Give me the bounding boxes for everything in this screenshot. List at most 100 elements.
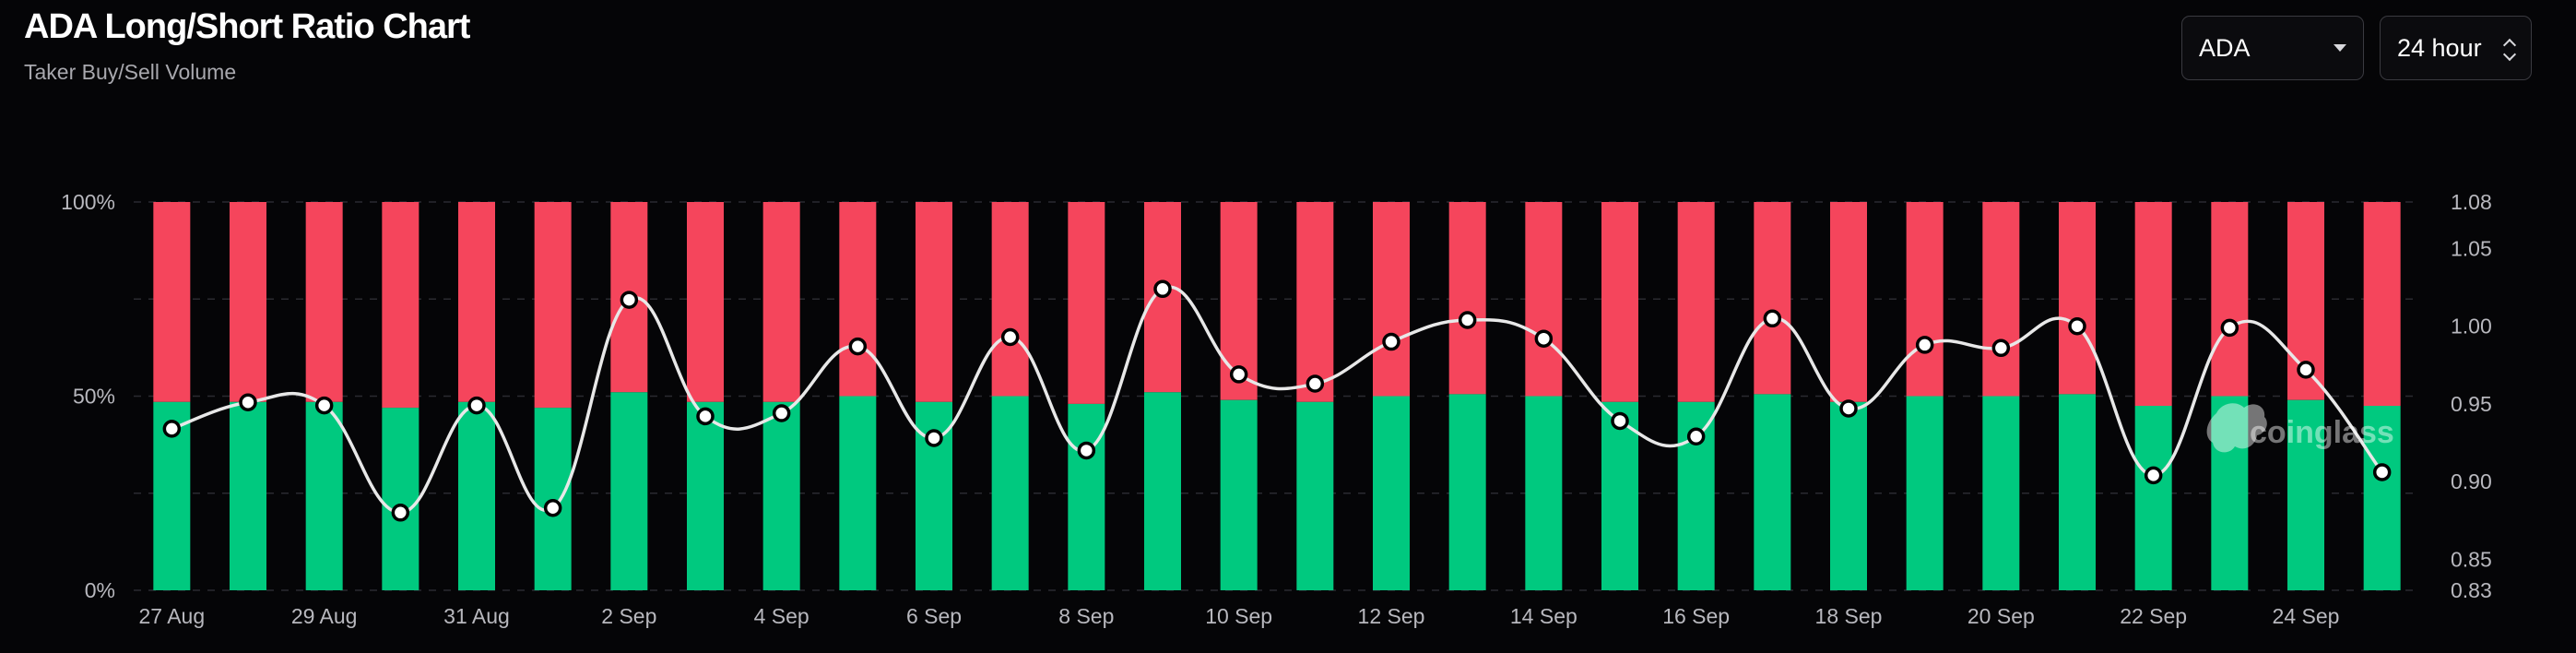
long-volume-bar[interactable] xyxy=(839,396,877,591)
ratio-point[interactable] xyxy=(620,291,639,309)
short-volume-bar[interactable] xyxy=(1601,202,1638,402)
short-volume-bar[interactable] xyxy=(1296,202,1334,402)
ratio-point[interactable] xyxy=(467,396,486,415)
ratio-point[interactable] xyxy=(1382,332,1400,351)
long-volume-bar[interactable] xyxy=(1601,401,1638,590)
short-volume-bar[interactable] xyxy=(916,202,952,402)
ratio-point[interactable] xyxy=(1077,441,1096,460)
long-volume-bar[interactable] xyxy=(1448,394,1486,590)
short-volume-bar[interactable] xyxy=(153,202,191,402)
long-volume-bar[interactable] xyxy=(1525,396,1563,591)
long-volume-bar[interactable] xyxy=(2211,396,2249,591)
interval-select[interactable]: 24 hour xyxy=(2380,16,2532,80)
ratio-point[interactable] xyxy=(1229,365,1248,384)
ratio-point[interactable] xyxy=(1458,311,1477,329)
long-volume-bar[interactable] xyxy=(2363,406,2401,590)
long-volume-bar[interactable] xyxy=(1144,392,1181,590)
ratio-point[interactable] xyxy=(1763,309,1782,328)
long-volume-bar[interactable] xyxy=(2287,399,2324,590)
grid-lines xyxy=(134,201,2420,591)
ratio-point[interactable] xyxy=(543,498,562,517)
short-volume-bar[interactable] xyxy=(991,202,1029,397)
short-volume-bar[interactable] xyxy=(1068,202,1105,404)
ratio-point[interactable] xyxy=(1000,327,1020,347)
long-volume-bar[interactable] xyxy=(762,401,800,590)
ratio-point[interactable] xyxy=(1306,374,1325,393)
y-left-tick-label: 100% xyxy=(61,190,115,214)
short-volume-bar[interactable] xyxy=(839,202,877,397)
short-volume-bar[interactable] xyxy=(2363,202,2401,407)
chart-header: ADA Long/Short Ratio Chart Taker Buy/Sel… xyxy=(24,7,470,85)
long-volume-bar[interactable] xyxy=(1068,403,1105,590)
ratio-point[interactable] xyxy=(1534,329,1554,348)
short-volume-bar[interactable] xyxy=(762,202,800,402)
long-volume-bar[interactable] xyxy=(1982,396,2020,591)
x-tick-label: 14 Sep xyxy=(1510,604,1578,628)
long-volume-bar[interactable] xyxy=(991,396,1029,591)
long-volume-bar[interactable] xyxy=(1754,394,1791,590)
long-volume-bar[interactable] xyxy=(230,401,266,590)
long-volume-bar[interactable] xyxy=(687,401,724,590)
ratio-point[interactable] xyxy=(162,420,182,438)
short-volume-bar[interactable] xyxy=(1830,202,1867,402)
ratio-point[interactable] xyxy=(1839,399,1858,418)
x-tick-label: 27 Aug xyxy=(139,604,206,628)
long-volume-bar[interactable] xyxy=(1906,396,1944,591)
short-volume-bar[interactable] xyxy=(1448,202,1486,395)
long-volume-bar[interactable] xyxy=(458,401,495,590)
short-volume-bar[interactable] xyxy=(1525,202,1563,397)
long-volume-bar[interactable] xyxy=(2134,406,2172,590)
ratio-point[interactable] xyxy=(1611,411,1629,431)
short-volume-bar[interactable] xyxy=(305,202,343,402)
ratio-point[interactable] xyxy=(1686,427,1706,446)
short-volume-bar[interactable] xyxy=(1373,202,1410,397)
x-tick-label: 18 Sep xyxy=(1815,604,1883,628)
short-volume-bar[interactable] xyxy=(382,202,419,409)
short-volume-bar[interactable] xyxy=(1982,202,2020,397)
y-right-tick-label: 1.05 xyxy=(2451,237,2492,261)
long-volume-bar[interactable] xyxy=(2059,394,2096,590)
short-volume-bar[interactable] xyxy=(458,202,495,402)
ratio-line xyxy=(171,285,2384,515)
short-volume-bar[interactable] xyxy=(2211,202,2249,397)
short-volume-bar[interactable] xyxy=(230,202,266,402)
ratio-point[interactable] xyxy=(2220,318,2239,338)
long-volume-bar[interactable] xyxy=(1830,401,1867,590)
short-volume-bar[interactable] xyxy=(687,202,724,402)
x-tick-label: 10 Sep xyxy=(1205,604,1272,628)
ratio-point[interactable] xyxy=(925,429,943,447)
long-volume-bar[interactable] xyxy=(1220,399,1258,590)
ratio-point[interactable] xyxy=(391,504,410,522)
ratio-point[interactable] xyxy=(1915,336,1934,354)
x-tick-label: 24 Sep xyxy=(2273,604,2340,628)
ratio-point[interactable] xyxy=(2297,361,2315,379)
short-volume-bar[interactable] xyxy=(1754,202,1791,395)
ratio-point[interactable] xyxy=(1991,338,2011,358)
chart-title: ADA Long/Short Ratio Chart xyxy=(24,7,470,46)
ratio-point[interactable] xyxy=(772,404,791,422)
ratio-point[interactable] xyxy=(2144,466,2163,485)
ratio-point[interactable] xyxy=(2372,463,2392,481)
long-volume-bar[interactable] xyxy=(305,401,343,590)
long-volume-bar[interactable] xyxy=(610,392,648,590)
watermark-text: coinglass xyxy=(2250,415,2394,450)
long-volume-bar[interactable] xyxy=(382,408,419,590)
long-volume-bar[interactable] xyxy=(1296,401,1334,590)
short-volume-bar[interactable] xyxy=(534,202,572,409)
interval-select-value: 24 hour xyxy=(2397,33,2482,62)
long-volume-bar[interactable] xyxy=(1373,396,1410,591)
ratio-point[interactable] xyxy=(2068,316,2086,336)
short-volume-bar[interactable] xyxy=(1906,202,1944,397)
ratio-point[interactable] xyxy=(848,337,868,356)
x-tick-label: 31 Aug xyxy=(443,604,510,628)
ratio-point[interactable] xyxy=(696,407,715,426)
left-axis: 0% 50% 100% xyxy=(61,190,115,602)
short-volume-bar[interactable] xyxy=(1677,202,1715,402)
coin-select[interactable]: ADA xyxy=(2181,16,2364,80)
ratio-point[interactable] xyxy=(1153,279,1172,299)
ratio-point[interactable] xyxy=(314,396,334,415)
ratio-point[interactable] xyxy=(239,393,257,411)
short-volume-bar[interactable] xyxy=(2059,202,2096,395)
x-tick-label: 4 Sep xyxy=(754,604,809,628)
short-volume-bar[interactable] xyxy=(2134,202,2172,407)
